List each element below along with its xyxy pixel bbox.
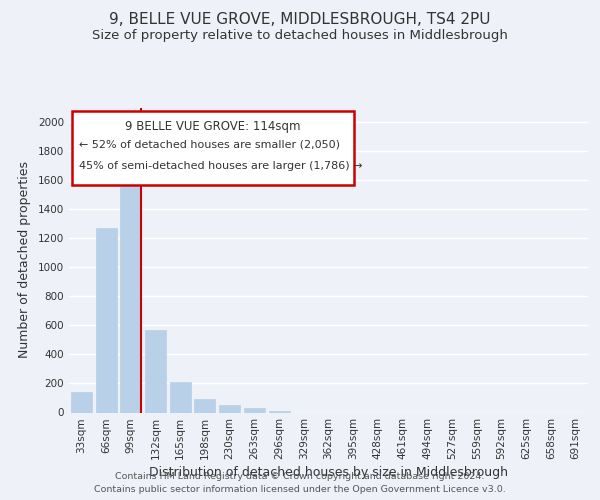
Text: 9 BELLE VUE GROVE: 114sqm: 9 BELLE VUE GROVE: 114sqm bbox=[125, 120, 301, 132]
Bar bbox=[244, 408, 265, 412]
Y-axis label: Number of detached properties: Number of detached properties bbox=[18, 162, 31, 358]
FancyBboxPatch shape bbox=[71, 110, 355, 186]
Text: Size of property relative to detached houses in Middlesbrough: Size of property relative to detached ho… bbox=[92, 29, 508, 42]
X-axis label: Distribution of detached houses by size in Middlesbrough: Distribution of detached houses by size … bbox=[149, 466, 508, 479]
Text: Contains HM Land Registry data © Crown copyright and database right 2024.: Contains HM Land Registry data © Crown c… bbox=[115, 472, 485, 481]
Bar bbox=[120, 184, 141, 412]
Text: 9, BELLE VUE GROVE, MIDDLESBROUGH, TS4 2PU: 9, BELLE VUE GROVE, MIDDLESBROUGH, TS4 2… bbox=[109, 12, 491, 28]
Text: ← 52% of detached houses are smaller (2,050): ← 52% of detached houses are smaller (2,… bbox=[79, 140, 340, 149]
Text: 45% of semi-detached houses are larger (1,786) →: 45% of semi-detached houses are larger (… bbox=[79, 161, 363, 171]
Bar bbox=[95, 228, 116, 412]
Bar bbox=[194, 398, 215, 412]
Bar bbox=[219, 404, 240, 412]
Bar bbox=[71, 392, 92, 412]
Bar bbox=[145, 330, 166, 412]
Bar bbox=[269, 411, 290, 412]
Bar bbox=[170, 382, 191, 412]
Text: Contains public sector information licensed under the Open Government Licence v3: Contains public sector information licen… bbox=[94, 485, 506, 494]
